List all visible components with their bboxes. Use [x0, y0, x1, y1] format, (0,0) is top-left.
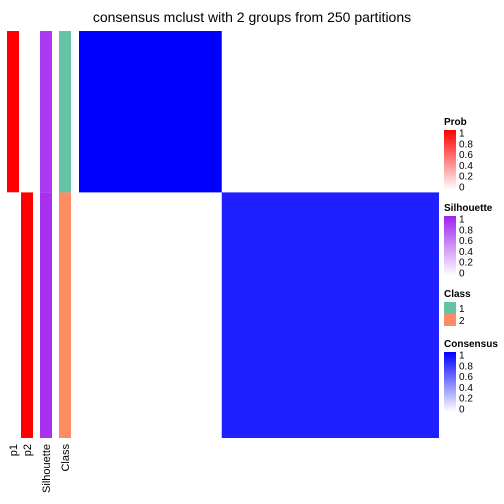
- silhouette-cell-group-2: [40, 192, 52, 438]
- consensus-legend-tick: 0: [459, 405, 465, 416]
- column-label-p1: p1: [8, 444, 20, 456]
- prob-legend-tick: 0.2: [459, 172, 473, 183]
- consensus-legend-tick: 0.4: [459, 383, 473, 394]
- p2-cell-group-2: [21, 192, 33, 438]
- consensus-legend-tick: 0.6: [459, 372, 473, 383]
- class-legend-swatch-1: [444, 302, 456, 314]
- p1-cell-group-2: [7, 192, 19, 438]
- column-label-class: Class: [60, 444, 72, 472]
- prob-legend-tick: 1: [459, 129, 465, 140]
- consensus-legend-tick: 1: [459, 351, 465, 362]
- silhouette-legend-bar: [444, 216, 456, 276]
- class-cell-group-1: [59, 31, 71, 193]
- legends: Prob10.80.60.40.20Silhouette10.80.60.40.…: [444, 117, 498, 416]
- class-cell-group-2: [59, 192, 71, 438]
- column-label-p2: p2: [22, 444, 34, 456]
- p1-cell-group-1: [7, 31, 19, 193]
- silhouette-legend-title: Silhouette: [444, 203, 493, 214]
- chart-title: consensus mclust with 2 groups from 250 …: [92, 9, 412, 25]
- consensus-legend-title: Consensus: [444, 339, 498, 350]
- consensus-legend-tick: 0.2: [459, 394, 473, 405]
- consensus-block-group-1: [79, 31, 222, 193]
- p2-cell-group-1: [21, 31, 33, 193]
- class-legend-swatch-2: [444, 314, 456, 326]
- silhouette-legend-tick: 0.4: [459, 247, 473, 258]
- class-legend-label-1: 1: [459, 304, 465, 315]
- consensus-legend-bar: [444, 352, 456, 412]
- prob-legend-bar: [444, 130, 456, 190]
- column-labels: p1 p2 Silhouette Class: [8, 444, 72, 493]
- prob-legend-tick: 0.4: [459, 161, 473, 172]
- silhouette-legend-tick: 0.2: [459, 258, 473, 269]
- silhouette-legend-tick: 1: [459, 215, 465, 226]
- annotation-columns: [7, 31, 71, 438]
- column-label-silhouette: Silhouette: [41, 444, 53, 493]
- prob-legend-tick: 0.8: [459, 139, 473, 150]
- prob-legend-title: Prob: [444, 117, 467, 128]
- silhouette-legend-tick: 0: [459, 269, 465, 280]
- prob-legend-tick: 0.6: [459, 150, 473, 161]
- silhouette-legend-tick: 0.6: [459, 236, 473, 247]
- silhouette-cell-group-1: [40, 31, 52, 193]
- consensus-heatmap: [79, 31, 439, 438]
- class-legend-label-2: 2: [459, 316, 465, 327]
- class-legend-title: Class: [444, 289, 471, 300]
- prob-legend-tick: 0: [459, 183, 465, 194]
- silhouette-legend-tick: 0.8: [459, 225, 473, 236]
- consensus-block-group-2: [221, 192, 439, 438]
- consensus-legend-tick: 0.8: [459, 361, 473, 372]
